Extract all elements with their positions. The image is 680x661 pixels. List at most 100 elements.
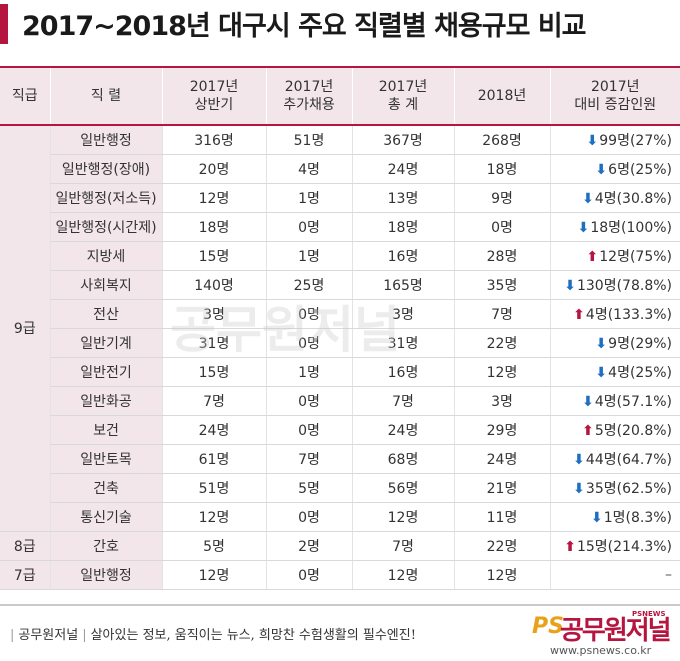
additional-cell: 0명	[266, 386, 353, 416]
header-2018: 2018년	[454, 66, 551, 126]
job-cell: 일반행정(저소득)	[50, 183, 163, 213]
table-row: 일반행정(저소득) 12명 1명 13명 9명 ⬇4명(30.8%)	[0, 183, 680, 213]
y2018-cell: 268명	[454, 125, 551, 155]
job-cell: 사회복지	[50, 270, 163, 300]
header-change: 2017년 대비 증감인원	[550, 66, 680, 126]
grade-cell: 8급	[0, 531, 51, 561]
change-cell: ⬇4명(25%)	[550, 357, 680, 387]
arrow-up-icon: ⬆	[582, 422, 594, 439]
first-half-cell: 15명	[162, 357, 267, 387]
additional-cell: 4명	[266, 154, 353, 184]
additional-cell: 0명	[266, 299, 353, 329]
job-cell: 간호	[50, 531, 163, 561]
y2018-cell: 9명	[454, 183, 551, 213]
header-job: 직 렬	[50, 66, 163, 126]
change-value: 4명(30.8%)	[594, 190, 672, 207]
first-half-cell: 316명	[162, 125, 267, 155]
additional-cell: 5명	[266, 473, 353, 503]
y2018-cell: 22명	[454, 531, 551, 561]
change-cell: ⬇9명(29%)	[550, 328, 680, 358]
y2018-cell: 28명	[454, 241, 551, 271]
arrow-down-icon: ⬇	[577, 219, 590, 236]
y2018-cell: 18명	[454, 154, 551, 184]
first-half-cell: 3명	[162, 299, 267, 329]
first-half-cell: 7명	[162, 386, 267, 416]
first-half-cell: 140명	[162, 270, 267, 300]
table-row: 일반토목 61명 7명 68명 24명 ⬇44명(64.7%)	[0, 444, 680, 474]
change-value: 18명(100%)	[590, 219, 672, 236]
change-cell: ⬆12명(75%)	[550, 241, 680, 271]
grade-cell: 7급	[0, 560, 51, 590]
change-value: 4명(57.1%)	[594, 393, 672, 410]
total-cell: 56명	[352, 473, 455, 503]
table-row: 9급 일반행정 316명 51명 367명 268명 ⬇99명(27%)	[0, 125, 680, 532]
y2018-cell: 7명	[454, 299, 551, 329]
footer-separator: |	[10, 628, 15, 643]
logo-tag: PSNEWS	[632, 610, 666, 618]
total-cell: 7명	[352, 386, 455, 416]
change-value: 15명(214.3%)	[576, 538, 672, 555]
additional-cell: 25명	[266, 270, 353, 300]
job-cell: 일반전기	[50, 357, 163, 387]
job-cell: 일반행정	[50, 560, 163, 590]
change-cell: ⬆5명(20.8%)	[550, 415, 680, 445]
job-cell: 지방세	[50, 241, 163, 271]
total-cell: 165명	[352, 270, 455, 300]
table-row: 보건 24명 0명 24명 29명 ⬆5명(20.8%)	[0, 415, 680, 445]
logo-name: 공무원저널	[560, 616, 672, 646]
change-value: 130명(78.8%)	[576, 277, 672, 294]
header-total: 2017년 총 계	[352, 66, 455, 126]
grade-cell: 9급	[0, 125, 51, 532]
first-half-cell: 51명	[162, 473, 267, 503]
table-row: 일반행정(장애) 20명 4명 24명 18명 ⬇6명(25%)	[0, 154, 680, 184]
first-half-cell: 12명	[162, 502, 267, 532]
total-cell: 68명	[352, 444, 455, 474]
job-cell: 일반기계	[50, 328, 163, 358]
job-cell: 통신기술	[50, 502, 163, 532]
change-value: 12명(75%)	[599, 248, 672, 265]
change-cell: ⬇6명(25%)	[550, 154, 680, 184]
table-row: 7급 일반행정 12명 0명 12명 12명 –	[0, 560, 680, 590]
arrow-down-icon: ⬇	[564, 277, 576, 294]
change-cell: ⬇35명(62.5%)	[550, 473, 680, 503]
total-cell: 12명	[352, 560, 455, 590]
total-cell: 7명	[352, 531, 455, 561]
total-cell: 16명	[352, 357, 455, 387]
arrow-down-icon: ⬇	[573, 451, 585, 468]
change-value: 5명(20.8%)	[594, 422, 672, 439]
change-value: 1명(8.3%)	[603, 509, 672, 526]
footer: | 공무원저널 | 살아있는 정보, 움직이는 뉴스, 희망찬 수험생활의 필수엔진!…	[0, 604, 680, 661]
header-first-half: 2017년 상반기	[162, 66, 267, 126]
footer-separator: |	[82, 628, 87, 643]
footer-slogan: 살아있는 정보, 움직이는 뉴스, 희망찬 수험생활의 필수엔진!	[90, 628, 416, 643]
header-grade: 직급	[0, 66, 51, 126]
first-half-cell: 18명	[162, 212, 267, 242]
arrow-down-icon: ⬇	[582, 190, 594, 207]
arrow-up-icon: ⬆	[573, 306, 585, 323]
change-cell: ⬇4명(30.8%)	[550, 183, 680, 213]
y2018-cell: 12명	[454, 560, 551, 590]
change-cell: ⬇130명(78.8%)	[550, 270, 680, 300]
total-cell: 24명	[352, 415, 455, 445]
change-cell: ⬇4명(57.1%)	[550, 386, 680, 416]
total-cell: 24명	[352, 154, 455, 184]
psnews-logo: PS 공무원저널 PSNEWS www.psnews.co.kr	[532, 610, 678, 657]
change-cell: ⬆4명(133.3%)	[550, 299, 680, 329]
first-half-cell: 61명	[162, 444, 267, 474]
job-cell: 일반행정(시간제)	[50, 212, 163, 242]
arrow-up-icon: ⬆	[564, 538, 576, 555]
logo-ps-mark: PS	[532, 614, 564, 639]
first-half-cell: 24명	[162, 415, 267, 445]
job-cell: 전산	[50, 299, 163, 329]
title-bar: 2017~2018년 대구시 주요 직렬별 채용규모 비교	[0, 0, 680, 48]
change-value: 44명(64.7%)	[585, 451, 672, 468]
additional-cell: 51명	[266, 125, 353, 155]
table-row: 건축 51명 5명 56명 21명 ⬇35명(62.5%)	[0, 473, 680, 503]
job-cell: 일반토목	[50, 444, 163, 474]
page-title: 2017~2018년 대구시 주요 직렬별 채용규모 비교	[22, 11, 587, 42]
additional-cell: 2명	[266, 531, 353, 561]
table-row: 일반화공 7명 0명 7명 3명 ⬇4명(57.1%)	[0, 386, 680, 416]
y2018-cell: 3명	[454, 386, 551, 416]
footer-caption: | 공무원저널 | 살아있는 정보, 움직이는 뉴스, 희망찬 수험생활의 필수엔진!	[6, 624, 416, 643]
arrow-down-icon: ⬇	[582, 393, 594, 410]
